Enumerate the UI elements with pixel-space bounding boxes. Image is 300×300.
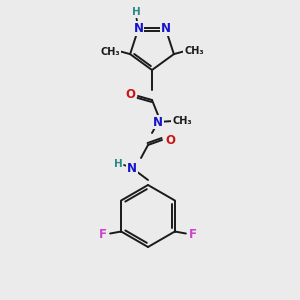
Text: O: O bbox=[165, 134, 175, 146]
Text: CH₃: CH₃ bbox=[172, 116, 192, 126]
Text: CH₃: CH₃ bbox=[100, 47, 120, 57]
Text: F: F bbox=[189, 228, 197, 241]
Text: O: O bbox=[125, 88, 135, 101]
Text: N: N bbox=[153, 116, 163, 128]
Text: H: H bbox=[114, 159, 122, 169]
Text: N: N bbox=[134, 22, 143, 35]
Text: N: N bbox=[127, 161, 137, 175]
Text: CH₃: CH₃ bbox=[184, 46, 204, 56]
Text: F: F bbox=[99, 228, 107, 241]
Text: N: N bbox=[160, 22, 170, 35]
Text: H: H bbox=[132, 8, 141, 17]
